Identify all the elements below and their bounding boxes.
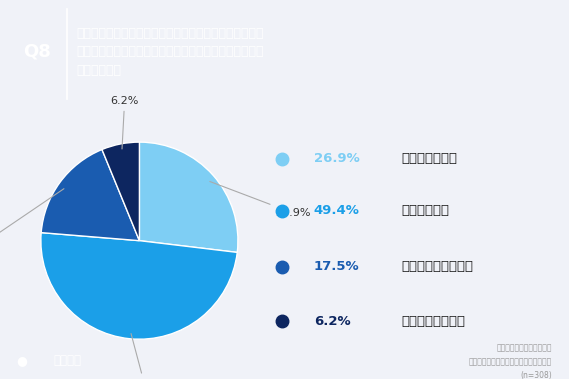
Text: 17.5%: 17.5% bbox=[0, 189, 64, 254]
Text: ●: ● bbox=[16, 354, 27, 368]
Text: ややそう思う: ややそう思う bbox=[401, 204, 449, 217]
Text: 6.2%: 6.2% bbox=[314, 315, 351, 327]
Text: 利害関係がなく、守秘義務が担保されているメンタルの
専門家に相談できるハラスメント防止サービスに興味は
ありますか。: 利害関係がなく、守秘義務が担保されているメンタルの 専門家に相談できるハラスメン… bbox=[77, 27, 265, 77]
Text: (n=308): (n=308) bbox=[520, 371, 552, 379]
Text: 49.4%: 49.4% bbox=[314, 204, 360, 217]
Text: 6.2%: 6.2% bbox=[110, 96, 139, 149]
Wedge shape bbox=[102, 142, 139, 241]
Text: ビー・シー・エー株式会社: ビー・シー・エー株式会社 bbox=[496, 343, 552, 352]
Text: 非常にそう思う: 非常にそう思う bbox=[401, 152, 457, 165]
Text: 全くそう思わない: 全くそう思わない bbox=[401, 315, 465, 327]
Text: 17.5%: 17.5% bbox=[314, 260, 360, 274]
Wedge shape bbox=[41, 233, 237, 339]
Text: 「パワハラ防止施策」に関する実態調査: 「パワハラ防止施策」に関する実態調査 bbox=[469, 357, 552, 366]
Text: あまりそう思わない: あまりそう思わない bbox=[401, 260, 473, 274]
Wedge shape bbox=[139, 142, 238, 252]
Text: 26.9%: 26.9% bbox=[314, 152, 360, 165]
Wedge shape bbox=[41, 149, 139, 241]
Text: リサピー: リサピー bbox=[53, 354, 81, 368]
Text: 49.4%: 49.4% bbox=[126, 334, 162, 379]
Text: Q8: Q8 bbox=[23, 43, 51, 61]
Text: 26.9%: 26.9% bbox=[210, 182, 311, 218]
